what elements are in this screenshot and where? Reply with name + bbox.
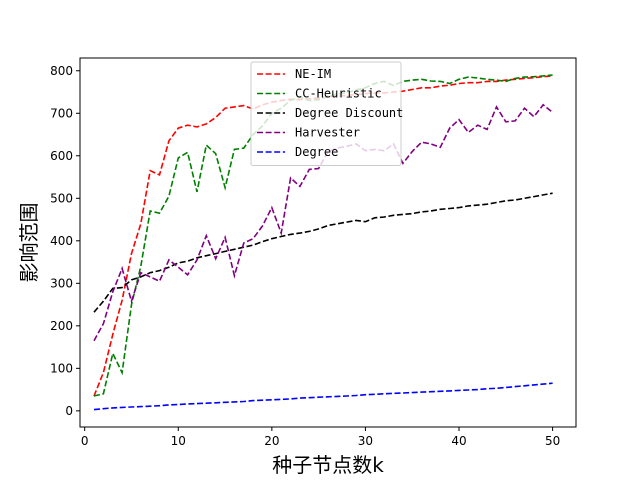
y-tick-label: 800 [50,64,73,78]
legend-label-3: Harvester [295,126,360,140]
y-tick-label: 200 [50,319,73,333]
x-tick-label: 50 [545,434,560,448]
x-tick-label: 40 [451,434,466,448]
legend-label-0: NE-IM [295,67,331,81]
legend-label-4: Degree [295,145,338,159]
legend-label-1: CC-Heuristic [295,87,382,101]
y-axis-title: 影响范围 [17,203,41,283]
y-tick-label: 400 [50,234,73,248]
y-tick-label: 600 [50,149,73,163]
y-tick-label: 100 [50,361,73,375]
x-tick-label: 20 [264,434,279,448]
legend-box [250,61,402,166]
plot-frame [79,57,577,428]
x-tick-label: 10 [171,434,186,448]
x-axis-title: 种子节点数k [272,453,384,477]
x-tick-label: 30 [358,434,373,448]
x-tick-label: 0 [81,434,89,448]
legend: NE-IM CC-Heuristic Degree Discount Harveste… [250,61,403,166]
y-tick-label: 700 [50,106,73,120]
series-line-2 [93,192,553,313]
y-tick-label: 0 [65,404,73,418]
legend-label-2: Degree Discount [295,106,403,120]
series-line-4 [93,382,553,411]
y-tick-label: 300 [50,276,73,290]
y-tick-label: 500 [50,191,73,205]
